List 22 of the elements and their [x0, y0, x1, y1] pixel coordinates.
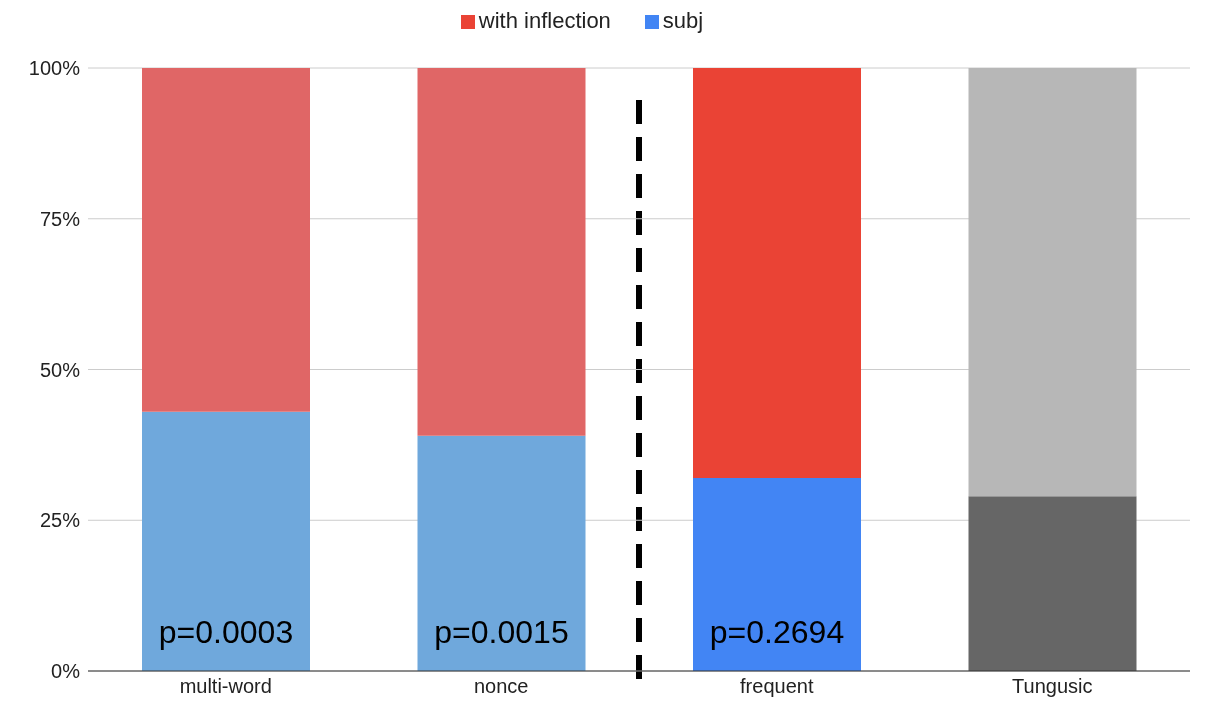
bar	[968, 496, 1137, 671]
bar	[417, 435, 586, 671]
annotation: p=0.0003	[158, 614, 294, 650]
x-tick-label: multi-word	[179, 675, 272, 698]
y-tick-label: 50%	[39, 358, 81, 381]
bar	[968, 68, 1137, 497]
legend-label: subj	[662, 8, 704, 33]
y-tick-label: 100%	[28, 57, 81, 80]
bar	[693, 68, 861, 479]
y-tick-label: 75%	[39, 207, 81, 230]
x-tick-label: frequent	[740, 675, 814, 698]
bar	[142, 68, 310, 412]
bar	[693, 478, 861, 671]
y-tick-label: 0%	[51, 660, 81, 683]
annotation: p=0.2694	[709, 614, 845, 650]
annotation: p=0.0015	[434, 614, 569, 650]
x-tick-label: nonce	[474, 675, 529, 698]
legend-label: with inflection	[478, 8, 611, 33]
y-tick-label: 25%	[39, 509, 81, 532]
bar	[417, 68, 586, 436]
x-tick-label: Tungusic	[1012, 675, 1093, 698]
bar	[142, 411, 310, 671]
